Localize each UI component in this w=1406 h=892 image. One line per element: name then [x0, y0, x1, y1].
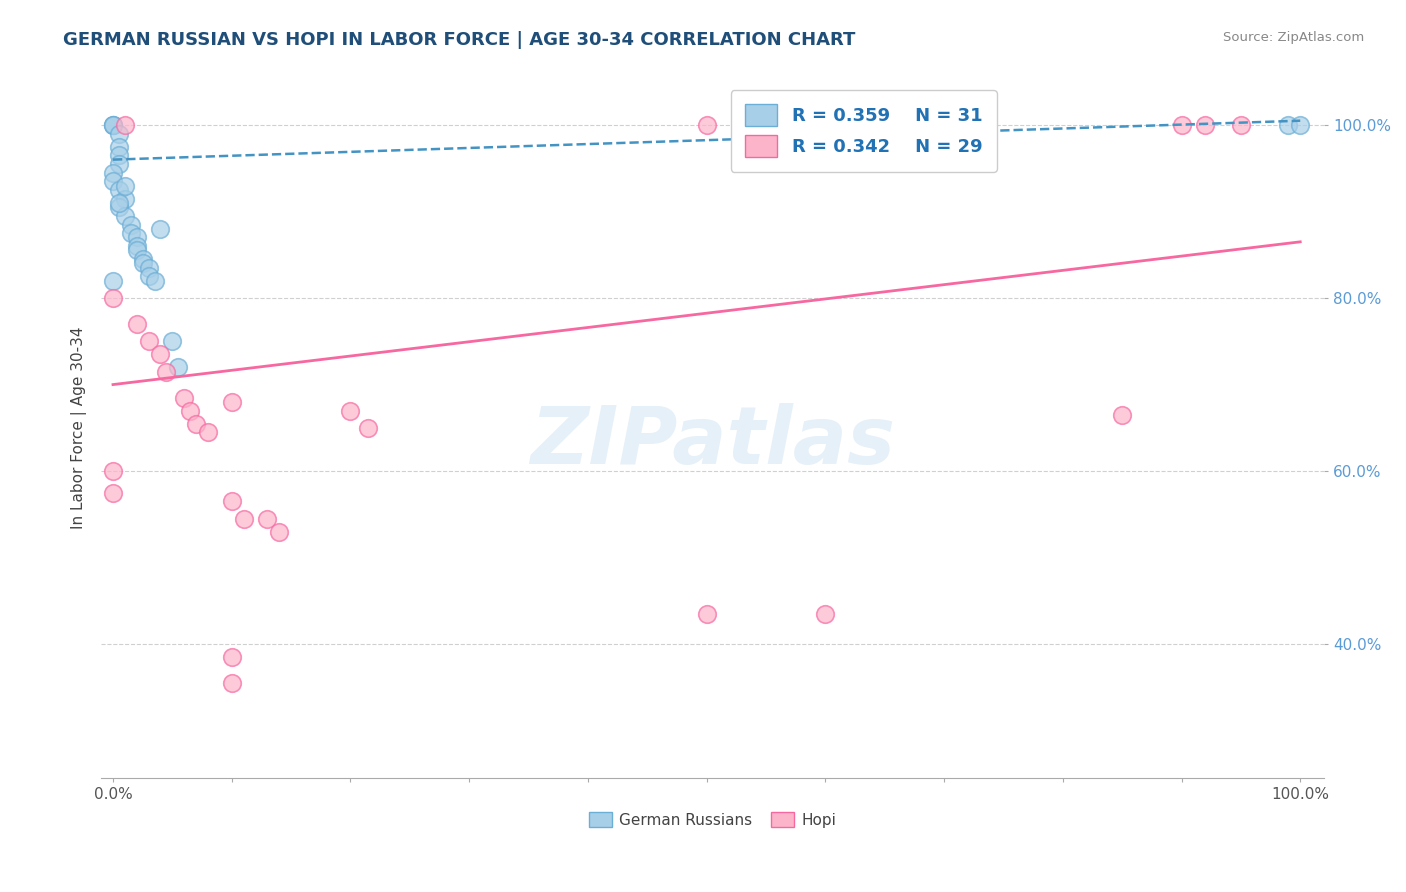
Point [167, 360, 190, 375]
Point [232, 511, 254, 525]
Legend: German Russians, Hopi: German Russians, Hopi [582, 805, 842, 834]
Point [101, 291, 124, 305]
Point [125, 244, 148, 258]
Point [101, 118, 124, 132]
Point [101, 166, 124, 180]
Point [155, 365, 177, 379]
Point [1289, 118, 1312, 132]
Point [101, 274, 124, 288]
Point [101, 118, 124, 132]
Point [108, 195, 131, 210]
Point [173, 391, 195, 405]
Text: ZIPatlas: ZIPatlas [530, 403, 896, 481]
Point [696, 118, 718, 132]
Point [197, 425, 219, 439]
Point [101, 485, 124, 500]
Point [221, 676, 243, 690]
Text: GERMAN RUSSIAN VS HOPI IN LABOR FORCE | AGE 30-34 CORRELATION CHART: GERMAN RUSSIAN VS HOPI IN LABOR FORCE | … [63, 31, 856, 49]
Point [221, 494, 243, 508]
Point [696, 607, 718, 621]
Point [221, 395, 243, 409]
Point [755, 118, 778, 132]
Point [108, 183, 131, 197]
Point [149, 347, 172, 361]
Point [357, 421, 380, 435]
Point [1230, 118, 1253, 132]
Point [1277, 118, 1299, 132]
Point [125, 230, 148, 244]
Point [143, 274, 166, 288]
Point [179, 403, 201, 417]
Point [114, 209, 136, 223]
Point [131, 252, 153, 266]
Point [108, 148, 131, 162]
Point [114, 192, 136, 206]
Point [162, 334, 184, 349]
Point [114, 118, 136, 132]
Point [125, 239, 148, 253]
Point [1111, 408, 1133, 422]
Point [138, 260, 160, 275]
Point [101, 118, 124, 132]
Point [256, 511, 278, 525]
Point [269, 524, 291, 539]
Text: Source: ZipAtlas.com: Source: ZipAtlas.com [1223, 31, 1364, 45]
Point [131, 256, 153, 270]
Point [108, 139, 131, 153]
Point [108, 157, 131, 171]
Point [149, 222, 172, 236]
Point [138, 269, 160, 284]
Point [120, 218, 142, 232]
Point [1194, 118, 1216, 132]
Point [138, 334, 160, 349]
Point [114, 178, 136, 193]
Point [120, 226, 142, 240]
Point [125, 317, 148, 331]
Point [101, 174, 124, 188]
Point [1170, 118, 1192, 132]
Point [101, 464, 124, 478]
Point [339, 403, 361, 417]
Point [814, 607, 837, 621]
Point [108, 200, 131, 214]
Point [184, 417, 207, 431]
Point [221, 650, 243, 665]
Y-axis label: In Labor Force | Age 30-34: In Labor Force | Age 30-34 [72, 326, 87, 529]
Point [108, 127, 131, 141]
